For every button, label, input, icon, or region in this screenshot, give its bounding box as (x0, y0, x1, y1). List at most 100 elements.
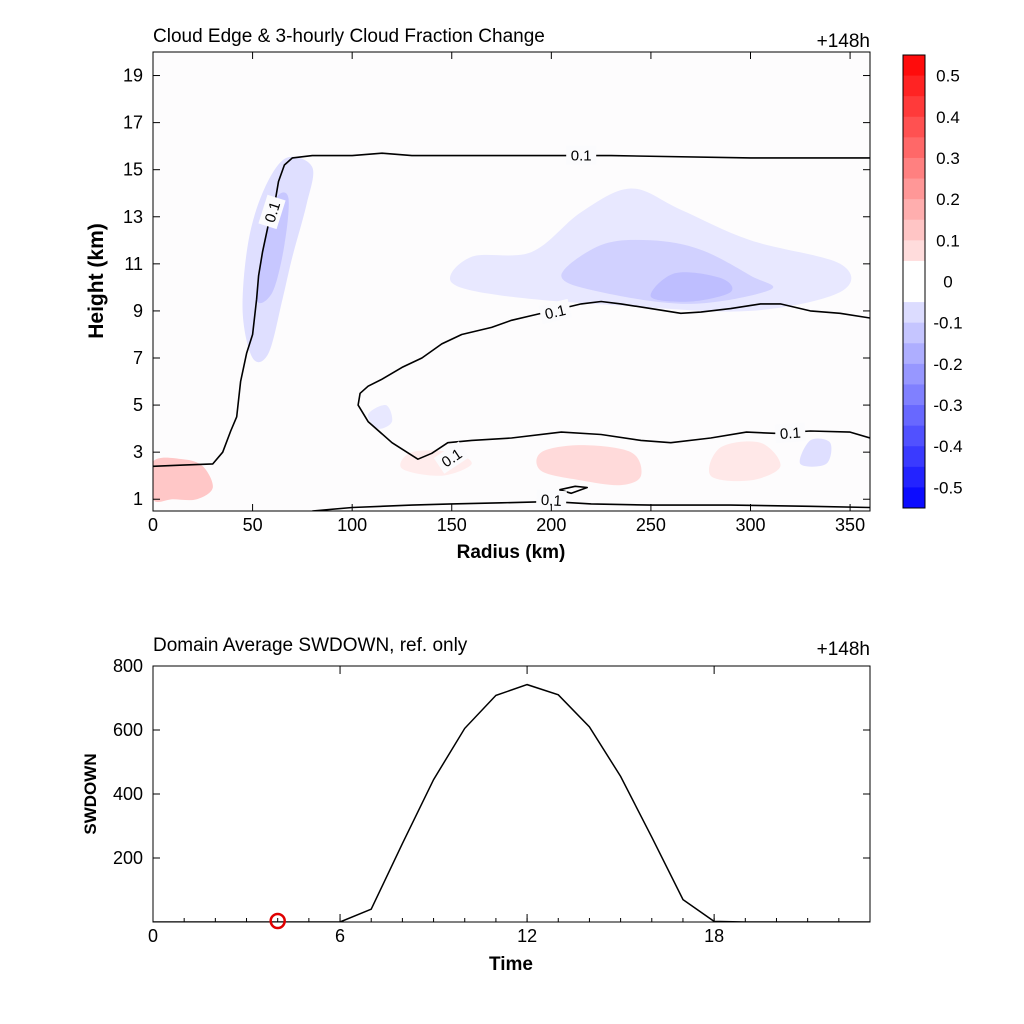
shaded-regions (153, 156, 852, 502)
colorbar-tick-label: 0.1 (936, 231, 960, 250)
colorbar-cell (903, 116, 925, 138)
colorbar-tick-label: 0.5 (936, 67, 960, 86)
colorbar-cell (903, 425, 925, 447)
colorbar-cell (903, 446, 925, 468)
colorbar-cell (903, 260, 925, 282)
top-y-tick-label: 1 (133, 489, 143, 509)
colorbar-cell (903, 281, 925, 303)
top-y-tick-label: 3 (133, 442, 143, 462)
bottom-y-ticks: 200 400 600 800 (113, 656, 870, 868)
cloud-fraction-panel: Cloud Edge & 3-hourly Cloud Fraction Cha… (85, 26, 871, 563)
top-y-tick-label: 17 (123, 113, 143, 133)
bottom-x-tick-label: 6 (335, 926, 345, 946)
swdown-series-line (153, 683, 870, 922)
colorbar-tick-label: 0.3 (936, 149, 960, 168)
contour-label-text: 0.1 (262, 200, 285, 225)
colorbar-cell (903, 75, 925, 97)
top-x-tick-label: 350 (835, 515, 865, 535)
top-x-tick-label: 0 (148, 515, 158, 535)
colorbar-cell (903, 178, 925, 200)
colorbar-cell (903, 157, 925, 180)
bottom-x-ticks: 0 6 12 18 (148, 666, 871, 946)
colorbar-tick-label: 0.4 (936, 108, 960, 127)
bottom-x-tick-label: 18 (704, 926, 724, 946)
colorbar-tick-label: -0.3 (933, 396, 962, 415)
contour-label-text: 0.1 (543, 302, 567, 323)
bottom-x-axis-label: Time (489, 954, 533, 975)
top-x-ticks: 0 50 100 150 200 250 300 350 (148, 52, 865, 535)
colorbar-cell (903, 302, 925, 324)
bottom-y-tick-label: 800 (113, 656, 143, 676)
colorbar-cells (903, 55, 925, 509)
colorbar-tick-label: -0.2 (933, 355, 962, 374)
contour-label-0-1: 0.1 (566, 145, 597, 165)
colorbar-cell (903, 384, 925, 406)
top-x-tick-label: 300 (735, 515, 765, 535)
bottom-y-tick-label: 400 (113, 784, 143, 804)
contour-label-2-0: 0.1 (535, 489, 567, 511)
colorbar-cell (903, 466, 925, 488)
colorbar: 0.5 0.4 0.3 0.2 0.1 0 -0.1 -0.2 -0.3 -0.4 -0.5 (902, 54, 963, 509)
colorbar-cell (903, 199, 925, 221)
bottom-x-tick-label: 12 (517, 926, 537, 946)
colorbar-cell (903, 219, 925, 241)
current-time-marker (269, 912, 286, 930)
colorbar-cell (903, 343, 925, 365)
colorbar-cell (903, 363, 925, 385)
colorbar-cell (903, 322, 925, 344)
colorbar-cell (903, 405, 925, 427)
top-time-label: +148h (817, 31, 870, 52)
bottom-time-label: +148h (817, 639, 870, 660)
top-y-tick-label: 11 (124, 254, 143, 274)
top-x-tick-label: 50 (243, 515, 263, 535)
contour-line-1 (357, 300, 870, 460)
colorbar-cell (903, 487, 925, 509)
top-x-tick-label: 200 (536, 515, 566, 535)
bottom-y-axis-label: SWDOWN (81, 753, 100, 834)
colorbar-ticks: 0.5 0.4 0.3 0.2 0.1 0 -0.1 -0.2 -0.3 -0.4 -0.5 (933, 67, 962, 498)
colorbar-cell (903, 96, 925, 118)
contour-label-text: 0.1 (571, 148, 592, 165)
top-x-tick-label: 250 (636, 515, 666, 535)
shaded-region-7 (650, 272, 733, 302)
colorbar-cell (903, 55, 925, 77)
colorbar-cell (903, 240, 925, 262)
colorbar-cell (903, 137, 925, 159)
top-y-tick-label: 5 (133, 395, 143, 415)
bottom-y-tick-label: 200 (113, 848, 143, 868)
bottom-y-tick-label: 600 (113, 720, 143, 740)
shaded-region-11 (367, 404, 393, 429)
top-plot-frame (152, 51, 871, 512)
colorbar-tick-label: 0 (943, 273, 952, 292)
contour-label-text: 0.1 (779, 425, 801, 443)
shaded-region-3 (708, 441, 781, 482)
top-y-tick-label: 19 (123, 66, 143, 86)
top-y-tick-label: 13 (123, 207, 143, 227)
bottom-title: Domain Average SWDOWN, ref. only (153, 635, 468, 656)
colorbar-frame (902, 54, 926, 509)
colorbar-tick-label: -0.4 (933, 437, 962, 456)
top-x-axis-label: Radius (km) (457, 542, 566, 563)
top-y-tick-label: 7 (133, 348, 143, 368)
top-x-tick-label: 150 (437, 515, 467, 535)
colorbar-tick-label: 0.2 (936, 190, 960, 209)
contour-label-1-0: 0.1 (538, 298, 572, 325)
top-x-tick-label: 100 (337, 515, 367, 535)
shaded-region-2 (536, 445, 642, 486)
shaded-region-9 (256, 192, 289, 304)
top-y-axis-label: Height (km) (85, 223, 108, 339)
contour-line-3 (559, 485, 588, 495)
contour-label-text: 0.1 (540, 492, 562, 510)
top-y-tick-label: 15 (123, 160, 143, 180)
contour-label-1-2: 0.1 (774, 422, 806, 444)
top-y-tick-label: 9 (133, 301, 143, 321)
swdown-panel: Domain Average SWDOWN, ref. only +148h 0… (81, 635, 871, 975)
colorbar-tick-label: -0.1 (933, 314, 962, 333)
shaded-region-1 (153, 457, 213, 502)
shaded-region-10 (799, 438, 832, 467)
top-title: Cloud Edge & 3-hourly Cloud Fraction Cha… (153, 26, 545, 47)
bottom-plot-frame (152, 665, 871, 923)
bottom-x-tick-label: 0 (148, 926, 158, 946)
